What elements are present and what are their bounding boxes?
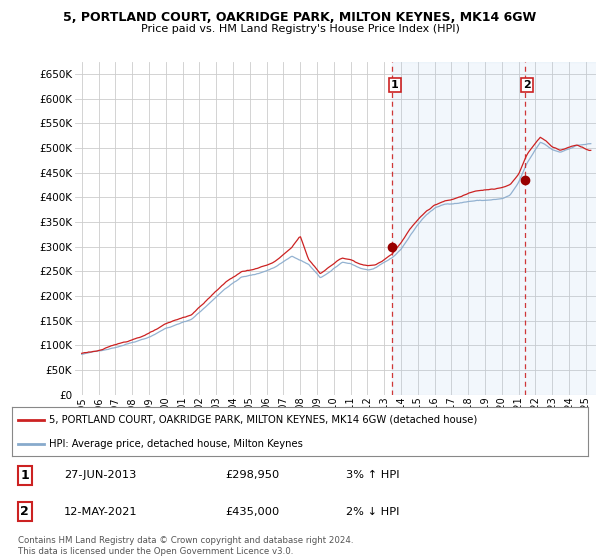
Text: 27-JUN-2013: 27-JUN-2013 [64, 470, 136, 480]
Text: 5, PORTLAND COURT, OAKRIDGE PARK, MILTON KEYNES, MK14 6GW (detached house): 5, PORTLAND COURT, OAKRIDGE PARK, MILTON… [49, 415, 478, 425]
Text: 2% ↓ HPI: 2% ↓ HPI [346, 507, 400, 517]
Text: 5, PORTLAND COURT, OAKRIDGE PARK, MILTON KEYNES, MK14 6GW: 5, PORTLAND COURT, OAKRIDGE PARK, MILTON… [64, 11, 536, 24]
Text: 2: 2 [523, 80, 531, 90]
Text: HPI: Average price, detached house, Milton Keynes: HPI: Average price, detached house, Milt… [49, 438, 304, 449]
Text: £298,950: £298,950 [225, 470, 280, 480]
Text: 1: 1 [391, 80, 399, 90]
Bar [392, 62, 599, 395]
Text: 3% ↑ HPI: 3% ↑ HPI [346, 470, 400, 480]
Text: Price paid vs. HM Land Registry's House Price Index (HPI): Price paid vs. HM Land Registry's House … [140, 24, 460, 34]
Text: £435,000: £435,000 [225, 507, 280, 517]
Text: 1: 1 [20, 469, 29, 482]
Text: 12-MAY-2021: 12-MAY-2021 [64, 507, 137, 517]
Text: 2: 2 [20, 505, 29, 518]
Text: Contains HM Land Registry data © Crown copyright and database right 2024.
This d: Contains HM Land Registry data © Crown c… [18, 536, 353, 556]
